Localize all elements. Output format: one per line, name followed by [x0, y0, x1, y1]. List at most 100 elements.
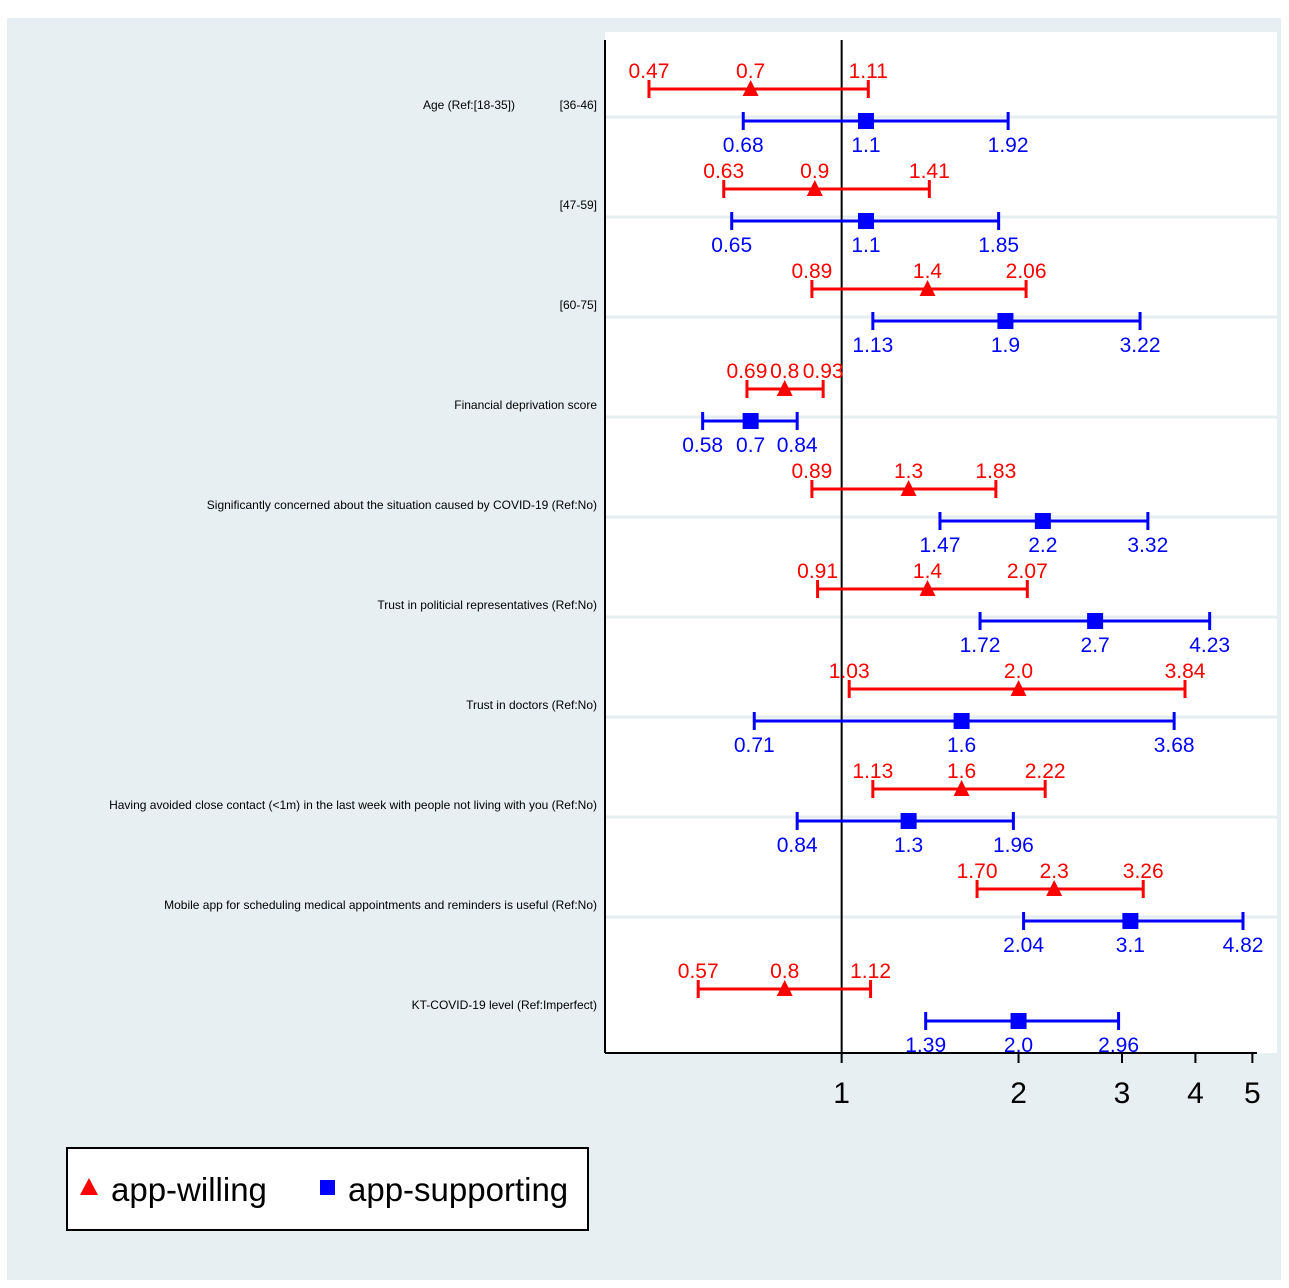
value-label: 1.03 [829, 660, 870, 683]
value-label: 2.0 [1004, 1034, 1033, 1057]
value-label: 1.11 [849, 60, 888, 83]
value-label: 1.13 [852, 334, 893, 357]
app-willing-marker [742, 80, 759, 96]
value-label: 2.04 [1003, 934, 1044, 957]
app-supporting-row: 0.84 1.3 1.96 [777, 812, 1034, 857]
row-label: [36-46] [560, 98, 597, 112]
x-axis: 1 2 3 4 5 [604, 40, 1261, 1110]
x-tick-label: 2 [1010, 1077, 1027, 1110]
app-willing-marker [1046, 880, 1063, 896]
x-tick-label: 3 [1114, 1077, 1131, 1110]
value-label: 0.84 [777, 434, 818, 457]
forest-plot: [36-46] Age (Ref:[18-35]) [47-59] [60-75] Fi… [66, 32, 1277, 1231]
value-label: 0.57 [678, 960, 719, 983]
value-label: 0.93 [803, 360, 844, 383]
app-willing-marker [919, 580, 936, 596]
value-label: 0.7 [736, 434, 765, 457]
app-supporting-marker [1034, 513, 1051, 529]
app-supporting-row: 0.58 0.7 0.84 [682, 412, 818, 457]
app-supporting-marker [997, 313, 1014, 329]
value-label: 1.13 [852, 760, 893, 783]
value-label: 2.2 [1028, 534, 1057, 557]
value-label: 1.6 [947, 734, 976, 757]
value-label: 0.63 [703, 160, 744, 183]
app-willing-marker [953, 780, 970, 796]
value-label: 0.8 [770, 960, 799, 983]
x-tick-label: 1 [833, 1077, 850, 1110]
app-willing-marker [776, 980, 793, 996]
app-willing-marker [776, 380, 793, 396]
legend-marker-triangle [80, 1178, 98, 1195]
app-willing-row: 0.63 0.9 1.41 [703, 160, 950, 198]
value-label: 2.96 [1098, 1034, 1139, 1057]
data-marks: 0.47 0.7 1.11 0.68 1.1 1.92 0.63 0.9 1.41 0.65 1.1… [629, 60, 1264, 1057]
legend-label: app-willing [111, 1171, 267, 1208]
value-label: 1.96 [993, 834, 1034, 857]
row-label: Having avoided close contact (<1m) in th… [109, 798, 597, 812]
value-label: 0.91 [797, 560, 838, 583]
x-tick-label: 5 [1244, 1077, 1261, 1110]
value-label: 0.89 [791, 460, 832, 483]
app-willing-row: 0.57 0.8 1.12 [678, 960, 891, 998]
value-label: 0.47 [629, 60, 670, 83]
app-supporting-row: 1.13 1.9 3.22 [852, 312, 1161, 357]
app-willing-row: 0.91 1.4 2.07 [797, 560, 1048, 598]
app-supporting-marker [742, 413, 759, 429]
row-label: Trust in doctors (Ref:No) [466, 698, 597, 712]
value-label: 1.3 [894, 834, 923, 857]
row-label: KT-COVID-19 level (Ref:Imperfect) [412, 998, 597, 1012]
value-label: 1.70 [957, 860, 998, 883]
app-willing-row: 0.89 1.4 2.06 [791, 260, 1047, 298]
value-label: 3.22 [1120, 334, 1161, 357]
app-supporting-marker [857, 213, 874, 229]
value-label: 3.68 [1154, 734, 1195, 757]
value-label: 1.85 [978, 234, 1019, 257]
value-label: 0.7 [736, 60, 765, 83]
value-label: 0.8 [770, 360, 799, 383]
app-supporting-row: 0.71 1.6 3.68 [734, 712, 1195, 757]
value-label: 1.92 [988, 134, 1029, 157]
value-label: 0.89 [791, 260, 832, 283]
value-label: 2.7 [1081, 634, 1110, 657]
value-label: 3.1 [1116, 934, 1145, 957]
app-supporting-marker [1010, 1013, 1027, 1029]
value-label: 1.9 [991, 334, 1020, 357]
app-supporting-marker [1122, 913, 1139, 929]
value-label: 1.39 [905, 1034, 946, 1057]
value-label: 2.07 [1007, 560, 1048, 583]
value-label: 1.4 [913, 260, 943, 283]
value-label: 1.83 [975, 460, 1016, 483]
value-label: 2.0 [1004, 660, 1033, 683]
row-label: Financial deprivation score [454, 398, 597, 412]
value-label: 0.84 [777, 834, 818, 857]
app-supporting-row: 0.68 1.1 1.92 [723, 112, 1029, 157]
app-willing-row: 1.70 2.3 3.26 [957, 860, 1164, 898]
app-supporting-row: 2.04 3.1 4.82 [1003, 912, 1263, 957]
value-label: 3.26 [1123, 860, 1164, 883]
row-label: Trust in politicial representatives (Ref… [377, 598, 597, 612]
value-label: 0.71 [734, 734, 775, 757]
app-supporting-row: 1.39 2.0 2.96 [905, 1012, 1139, 1057]
value-label: 1.6 [947, 760, 976, 783]
value-label: 1.41 [909, 160, 950, 183]
row-label: [60-75] [560, 298, 597, 312]
app-willing-marker [900, 480, 917, 496]
app-willing-row: 1.13 1.6 2.22 [852, 760, 1066, 798]
value-label: 4.23 [1189, 634, 1230, 657]
app-willing-row: 0.69 0.8 0.93 [727, 360, 844, 398]
x-tick-label: 4 [1187, 1077, 1204, 1110]
value-label: 4.82 [1223, 934, 1264, 957]
value-label: 0.68 [723, 134, 764, 157]
app-supporting-marker [857, 113, 874, 129]
row-label: [47-59] [560, 198, 597, 212]
value-label: 0.65 [711, 234, 752, 257]
app-supporting-row: 1.72 2.7 4.23 [960, 612, 1230, 657]
value-label: 2.3 [1040, 860, 1069, 883]
app-supporting-row: 0.65 1.1 1.85 [711, 212, 1019, 257]
legend-label: app-supporting [348, 1171, 568, 1208]
app-willing-row: 0.89 1.3 1.83 [791, 460, 1016, 498]
app-willing-row: 0.47 0.7 1.11 [629, 60, 888, 98]
value-label: 1.3 [894, 460, 923, 483]
app-willing-row: 1.03 2.0 3.84 [829, 660, 1206, 698]
value-label: 3.32 [1127, 534, 1168, 557]
